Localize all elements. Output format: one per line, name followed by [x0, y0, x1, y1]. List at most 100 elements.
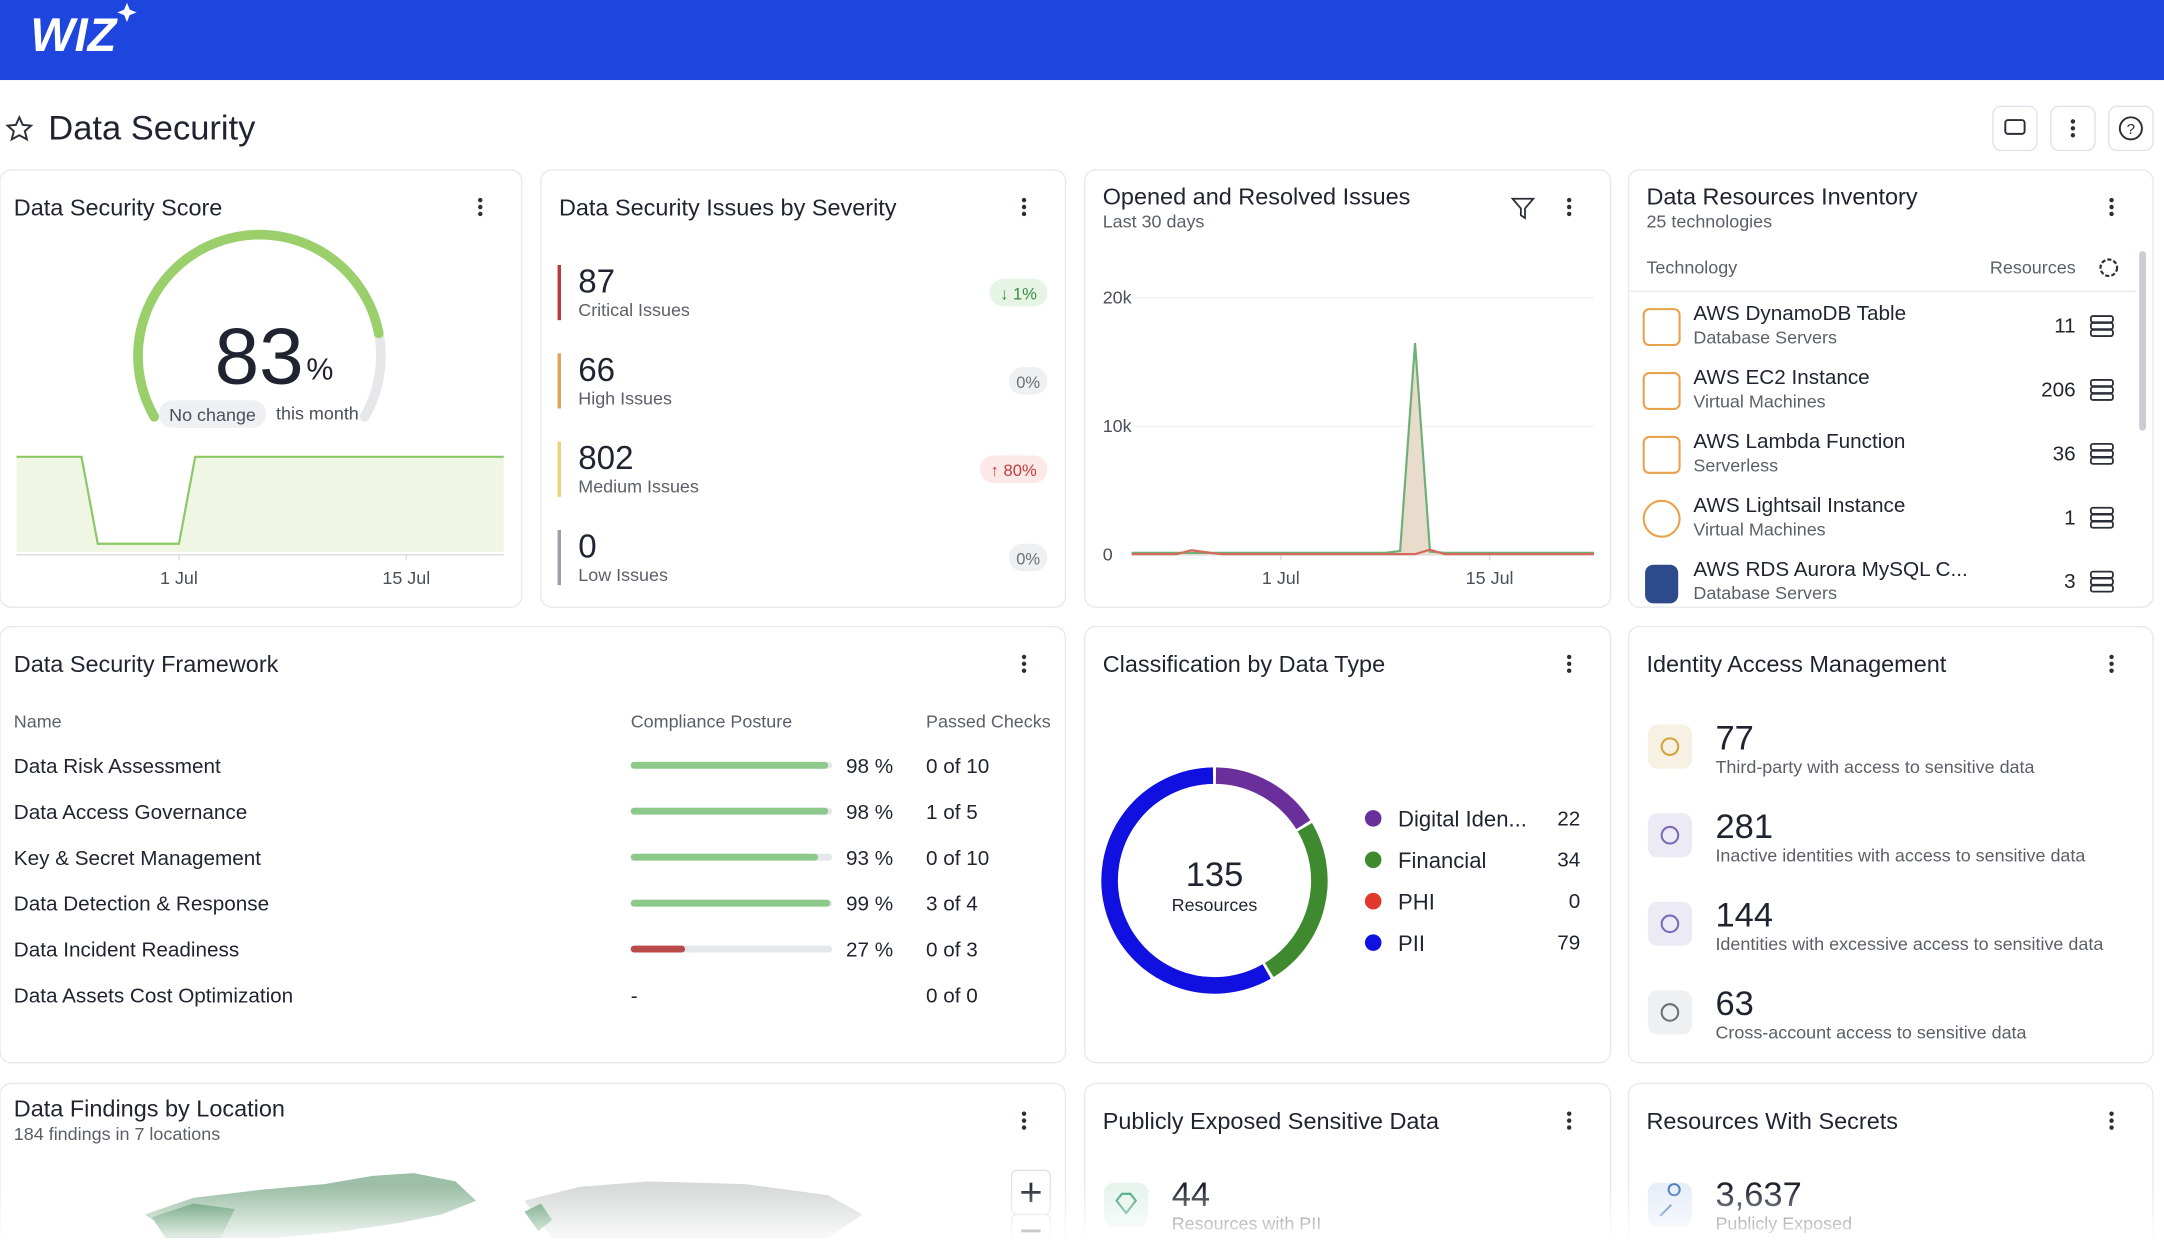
resource-icon [1642, 435, 1681, 474]
menu-dot[interactable] [1566, 668, 1572, 673]
menu-dot[interactable] [1566, 1125, 1572, 1130]
toolbar-button[interactable] [1992, 105, 2038, 152]
menu-dot[interactable] [2109, 1111, 2114, 1116]
menu-dot[interactable] [2109, 1118, 2114, 1123]
toolbar-button[interactable] [2108, 105, 2154, 152]
db-icon[interactable] [2089, 520, 2114, 529]
db-icon[interactable] [2089, 456, 2114, 465]
card-title: Data Security Framework [14, 651, 279, 677]
score-unit: % [306, 354, 333, 387]
db-icon[interactable] [2089, 392, 2114, 401]
passed-checks: 1 of 5 [926, 801, 978, 824]
resource-count: 1 [2064, 506, 2076, 529]
score-value: 83 [215, 312, 304, 401]
favorite-star[interactable] [5, 114, 34, 142]
framework-name: Data Risk Assessment [14, 755, 221, 778]
issue-label: Medium Issues [578, 477, 699, 497]
menu-dot[interactable] [478, 197, 483, 203]
posture-label: 27 % [846, 939, 893, 962]
iam-label: Third-party with access to sensitive dat… [1715, 757, 2034, 777]
menu-dot[interactable] [1566, 197, 1572, 203]
menu-dot[interactable] [1566, 211, 1572, 217]
menu-dot[interactable] [1021, 211, 1027, 217]
posture-bar [630, 853, 819, 861]
menu-dot[interactable] [1021, 661, 1027, 667]
menu-dot[interactable] [1021, 1118, 1027, 1123]
menu-dot[interactable] [1021, 1111, 1027, 1116]
posture-label: 93 % [846, 847, 893, 870]
column-header: Compliance Posture [631, 711, 793, 731]
logo-spark [117, 2, 137, 23]
print-icon [2004, 119, 2026, 135]
posture-bar [630, 807, 829, 815]
top-bar [0, 0, 2164, 81]
iam-icon [1647, 901, 1693, 946]
menu-dot[interactable] [1021, 668, 1027, 673]
menu-dot[interactable] [1566, 204, 1572, 210]
severity-bar [557, 529, 562, 586]
iam-count: 281 [1715, 808, 1773, 846]
settings-icon[interactable] [2099, 258, 2119, 278]
db-icon[interactable] [2089, 584, 2114, 593]
posture-label: 98 % [846, 755, 893, 778]
menu-dot[interactable] [2109, 204, 2114, 210]
resource-category: Serverless [1693, 455, 1778, 475]
issue-label: Low Issues [578, 565, 668, 585]
change-pill [158, 400, 267, 428]
iam-count: 144 [1715, 897, 1773, 935]
passed-checks: 0 of 10 [926, 755, 989, 778]
menu-dot[interactable] [478, 204, 483, 210]
line-series [1131, 548, 1595, 556]
resource-icon [1642, 308, 1681, 347]
menu-dot[interactable] [2109, 211, 2114, 217]
donut-segment [1101, 767, 1271, 994]
iam-icon-glyph [1660, 737, 1680, 756]
menu-dot[interactable] [2109, 654, 2114, 660]
iam-icon-glyph [1660, 825, 1680, 845]
card-title: Publicly Exposed Sensitive Data [1103, 1108, 1440, 1134]
framework-name: Key & Secret Management [14, 847, 261, 870]
card [1627, 169, 2154, 608]
column-header: Technology [1646, 257, 1737, 277]
menu-dot[interactable] [2109, 1125, 2114, 1130]
framework-name: Data Assets Cost Optimization [14, 985, 293, 1008]
iam-icon [1647, 813, 1693, 858]
db-icon[interactable] [2089, 328, 2114, 337]
menu-dot[interactable] [1021, 197, 1027, 203]
framework-name: Data Incident Readiness [14, 939, 239, 962]
menu-dot[interactable] [478, 211, 483, 217]
passed-checks: 0 of 10 [926, 847, 989, 870]
column-header: Passed Checks [926, 711, 1051, 731]
menu-dot[interactable] [1021, 204, 1027, 210]
resource-icon [1642, 372, 1681, 410]
menu-dot [2070, 126, 2076, 131]
menu-dot[interactable] [1566, 1111, 1572, 1116]
resource-icon [1642, 499, 1681, 538]
menu-dot[interactable] [2109, 668, 2114, 673]
passed-checks: 0 of 0 [926, 985, 978, 1008]
score-change: No change [169, 405, 256, 425]
menu-dot[interactable] [1566, 661, 1572, 667]
legend-dot [1364, 810, 1382, 827]
legend-value: 79 [1557, 932, 1580, 955]
menu-dot[interactable] [1021, 1125, 1027, 1130]
resource-category: Database Servers [1693, 583, 1837, 603]
menu-dot[interactable] [2109, 661, 2114, 667]
legend-label: PII [1398, 931, 1425, 956]
change-label: 0% [1016, 549, 1040, 568]
menu-dot[interactable] [2109, 197, 2114, 203]
iam-icon [1647, 990, 1693, 1035]
menu-dot[interactable] [1566, 654, 1572, 660]
menu-dot[interactable] [1566, 1118, 1572, 1123]
issue-count: 0 [578, 529, 596, 566]
menu-dot[interactable] [1021, 654, 1027, 660]
resource-category: Virtual Machines [1693, 392, 1825, 412]
passed-checks: 0 of 3 [926, 939, 978, 962]
card-title: Opened and Resolved Issues [1103, 183, 1411, 209]
change-pill [989, 278, 1048, 307]
card-title: Data Security Issues by Severity [559, 194, 897, 220]
column-header: Name [14, 711, 62, 731]
card-title: Data Findings by Location [14, 1096, 285, 1122]
filter-icon[interactable] [1510, 197, 1536, 220]
